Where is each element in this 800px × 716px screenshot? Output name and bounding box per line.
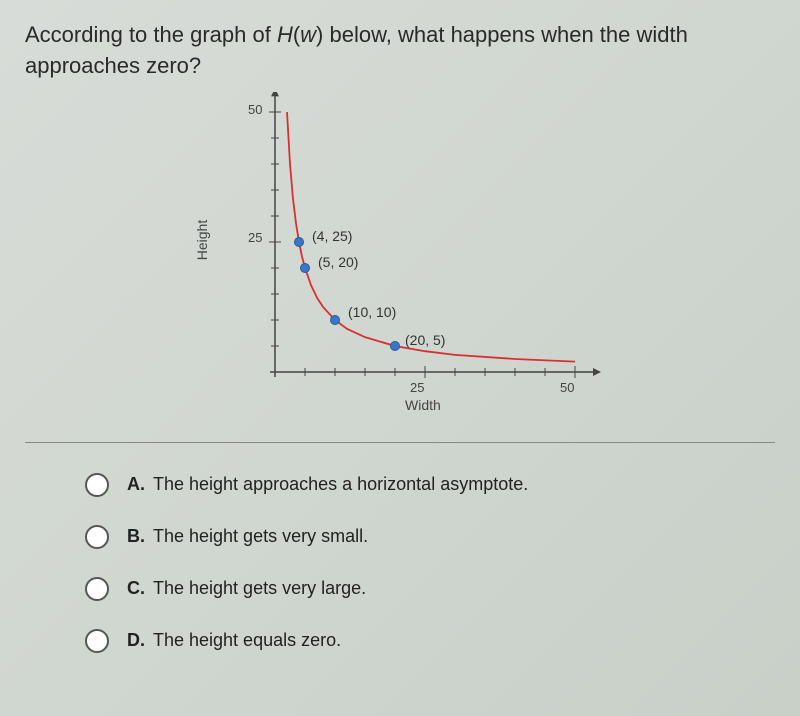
question-func: H xyxy=(277,22,293,47)
option-c-letter: C. xyxy=(127,578,145,599)
chart-svg xyxy=(190,92,610,422)
option-a-letter: A. xyxy=(127,474,145,495)
x-tick-50: 50 xyxy=(560,380,574,395)
option-c[interactable]: C. The height gets very large. xyxy=(85,577,775,601)
point-label-1: (5, 20) xyxy=(318,254,358,270)
x-axis-label: Width xyxy=(405,397,441,413)
divider xyxy=(25,442,775,443)
radio-d[interactable] xyxy=(85,629,109,653)
option-a[interactable]: A. The height approaches a horizontal as… xyxy=(85,473,775,497)
radio-b[interactable] xyxy=(85,525,109,549)
options-list: A. The height approaches a horizontal as… xyxy=(25,473,775,653)
option-a-text: The height approaches a horizontal asymp… xyxy=(153,474,528,495)
option-d-letter: D. xyxy=(127,630,145,651)
question-var: w xyxy=(300,22,316,47)
point-label-0: (4, 25) xyxy=(312,228,352,244)
option-c-text: The height gets very large. xyxy=(153,578,366,599)
point-label-2: (10, 10) xyxy=(348,304,396,320)
question-prefix: According to the graph of xyxy=(25,22,277,47)
y-axis-label: Height xyxy=(194,219,210,259)
point-label-3: (20, 5) xyxy=(405,332,445,348)
x-tick-25: 25 xyxy=(410,380,424,395)
question-text: According to the graph of H(w) below, wh… xyxy=(25,20,775,82)
option-d-text: The height equals zero. xyxy=(153,630,341,651)
graph: Height Width 50 25 25 50 (4, 25) (5, 20)… xyxy=(190,92,610,422)
graph-container: Height Width 50 25 25 50 (4, 25) (5, 20)… xyxy=(25,92,775,422)
option-b-text: The height gets very small. xyxy=(153,526,368,547)
option-b-letter: B. xyxy=(127,526,145,547)
y-tick-25: 25 xyxy=(248,230,262,245)
radio-a[interactable] xyxy=(85,473,109,497)
radio-c[interactable] xyxy=(85,577,109,601)
y-tick-50: 50 xyxy=(248,102,262,117)
option-b[interactable]: B. The height gets very small. xyxy=(85,525,775,549)
option-d[interactable]: D. The height equals zero. xyxy=(85,629,775,653)
